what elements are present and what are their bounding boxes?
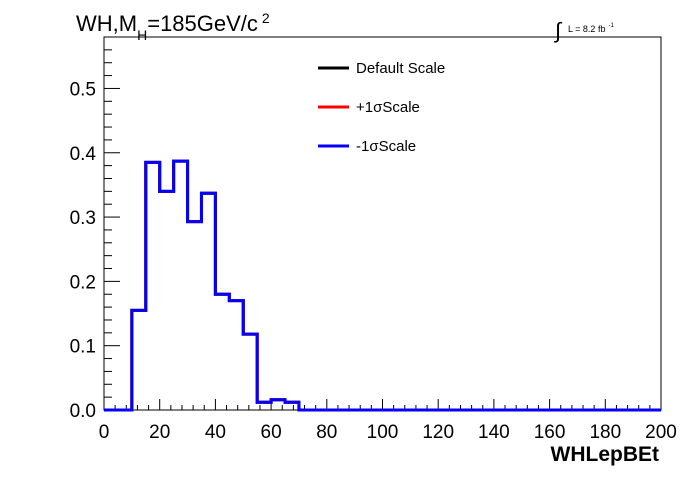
y-tick-labels: 0.0 0.1 0.2 0.3 0.4 0.5 (70, 79, 97, 422)
x-tick-label: 40 (205, 422, 226, 443)
plot-frame (103, 36, 662, 411)
lumi-label: L = 8.2 fb -1 (568, 23, 614, 34)
x-tick-label: 120 (422, 422, 454, 443)
x-tick-label: 200 (645, 422, 677, 443)
legend: Default Scale +1σScale -1σScale (318, 60, 445, 155)
lumi-exponent: -1 (608, 23, 614, 29)
title-subscript: H (137, 27, 147, 43)
legend-label-plus: +1σScale (356, 99, 420, 116)
x-tick-label: 0 (99, 422, 110, 443)
legend-label-default: Default Scale (356, 60, 445, 77)
y-tick-label: 0.4 (70, 144, 97, 165)
y-tick-label: 0.3 (70, 208, 96, 229)
x-axis-title: WHLepBEt (551, 443, 660, 466)
y-tick-label: 0.1 (70, 337, 96, 358)
legend-label-minus: -1σScale (356, 138, 416, 155)
y-tick-label: 0.2 (70, 272, 96, 293)
y-tick-label: 0.0 (70, 401, 96, 422)
chart-title: WH,MH=185GeV/c 2 (76, 10, 270, 43)
axis-ticks (103, 36, 662, 411)
lumi-integral-sign: ∫ (553, 18, 563, 43)
x-tick-labels: 0 20 40 60 80 100 120 140 160 180 200 (99, 422, 677, 443)
x-tick-label: 80 (316, 422, 337, 443)
title-main: WH,M (76, 11, 137, 36)
lumi-text: L = 8.2 fb (568, 24, 605, 34)
x-tick-label: 140 (478, 422, 510, 443)
title-superscript: 2 (262, 10, 270, 26)
x-tick-label: 20 (149, 422, 170, 443)
x-tick-label: 60 (261, 422, 282, 443)
title-rest: =185GeV/c (147, 11, 258, 36)
series-layer (104, 159, 661, 412)
y-tick-label: 0.5 (70, 79, 96, 100)
x-tick-label: 160 (534, 422, 566, 443)
series-minus1sigma-scale (104, 159, 661, 412)
x-tick-label: 180 (589, 422, 621, 443)
x-tick-label: 100 (367, 422, 399, 443)
